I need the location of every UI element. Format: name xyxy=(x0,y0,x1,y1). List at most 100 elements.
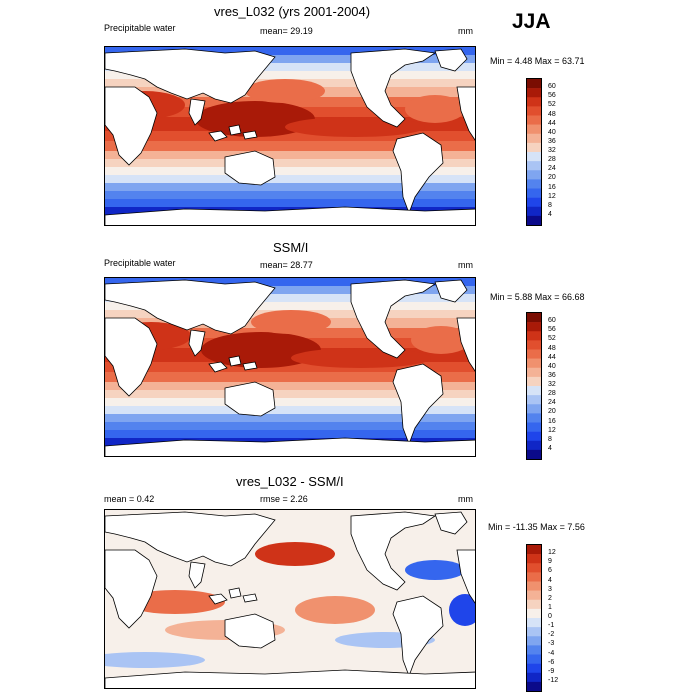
panel2-colorbar-cell xyxy=(527,404,541,414)
panel1-colorbar-tick: 44 xyxy=(548,119,556,127)
panel3-difference-patch-7 xyxy=(449,594,475,626)
panel2-colorbar-cell xyxy=(527,367,541,378)
panel1-colorbar-cell xyxy=(527,79,541,89)
panel3-map xyxy=(104,509,476,689)
panel1-colorbar-cell xyxy=(527,97,541,107)
panel1-colorbar-tick: 12 xyxy=(548,192,556,200)
panel3-africa xyxy=(105,549,158,629)
panel2-colorbar-cell xyxy=(527,340,541,350)
panel3-colorbar-cell xyxy=(527,663,541,674)
panel3-difference-patch-3 xyxy=(405,560,465,580)
panel1-africa-east xyxy=(456,86,475,141)
panel2-colorbar-cell xyxy=(527,349,541,359)
panel3-europe-asia xyxy=(105,511,276,567)
panel1-band-17 xyxy=(105,199,475,208)
panel1-band-11 xyxy=(105,151,475,160)
panel3-colorbar-cell xyxy=(527,681,541,691)
panel2-minmax-label: Min = 5.88 Max = 66.68 xyxy=(490,292,585,302)
panel1-colorbar-cell xyxy=(527,115,541,125)
panel3-colorbar-cell xyxy=(527,554,541,564)
panel3-colorbar-tick: -9 xyxy=(548,667,555,675)
panel2-band-0 xyxy=(105,278,475,287)
panel3-colorbar-tick: -3 xyxy=(548,640,555,648)
panel1-colorbar-cell xyxy=(527,188,541,198)
panel1-colorbar-tick: 40 xyxy=(548,128,556,136)
panel1-colorbar-tick: 32 xyxy=(548,147,556,154)
panel2-colorbar-tick: 16 xyxy=(548,417,556,425)
panel1-india xyxy=(188,98,206,126)
panel1-map-svg xyxy=(105,47,475,225)
panel1-colorbar-tick: 52 xyxy=(548,101,556,109)
panel1-minmax-label: Min = 4.48 Max = 63.71 xyxy=(490,56,585,66)
panel3-colorbar-cell xyxy=(527,627,541,637)
panel1-colorbar-cell xyxy=(527,106,541,116)
panel1-colorbar-cell xyxy=(527,152,541,162)
panel2-africa xyxy=(105,317,158,397)
panel1-colorbar-cell xyxy=(527,197,541,208)
panel1-band-14 xyxy=(105,175,475,184)
panel2-antarctica xyxy=(105,437,475,456)
panel1-moist-region-3 xyxy=(245,79,325,103)
panel2-mean-label: mean= 28.77 xyxy=(260,260,313,270)
panel3-colorbar-cell xyxy=(527,545,541,555)
panel2-band-11 xyxy=(105,382,475,391)
panel3-colorbar-svg xyxy=(527,545,541,691)
panel2-band-2 xyxy=(105,294,475,303)
panel1-band-13 xyxy=(105,167,475,176)
panel1-europe-asia xyxy=(105,48,276,104)
panel3-north-america xyxy=(350,511,437,591)
panel2-south-america xyxy=(392,363,444,446)
panel2-colorbar-cell xyxy=(527,422,541,432)
panel2-band-9 xyxy=(105,362,475,373)
panel2-band-12 xyxy=(105,390,475,399)
panel3-india xyxy=(188,561,206,589)
panel3-africa-east xyxy=(456,549,475,604)
panel2-colorbar-cell xyxy=(527,386,541,396)
panel2-band-3 xyxy=(105,302,475,311)
panel2-colorbar-cell xyxy=(527,431,541,442)
season-label: JJA xyxy=(512,10,551,33)
panel2-band-14 xyxy=(105,406,475,415)
panel2-colorbar-tick: 4 xyxy=(548,444,552,452)
panel1-colorbar-tick: 48 xyxy=(548,110,556,118)
panel1-colorbar-tick: 16 xyxy=(548,183,556,191)
panel2-map xyxy=(104,277,476,457)
panel1-moist-region-4 xyxy=(405,95,465,123)
panel2-colorbar-cell xyxy=(527,395,541,405)
panel3-colorbar-cell xyxy=(527,654,541,664)
panel3-colorbar-tick: -12 xyxy=(548,676,559,684)
panel2-colorbar-tick: 12 xyxy=(548,426,556,434)
panel3-mean-label: mean = 0.42 xyxy=(104,494,155,504)
panel3-colorbar-tick: 1 xyxy=(548,603,552,611)
panel1-colorbar-cell xyxy=(527,215,541,225)
panel2-band-17 xyxy=(105,430,475,439)
panel3-colorbar-cell xyxy=(527,590,541,601)
panel3-colorbar-tick: 9 xyxy=(548,558,552,566)
panel1-colorbar-cell xyxy=(527,206,541,217)
panel1-colorbar-tick: 60 xyxy=(548,83,556,91)
panel3-map-svg xyxy=(105,510,475,688)
panel3-colorbar-cell xyxy=(527,618,541,628)
panel1-colorbar-tick: 56 xyxy=(548,92,556,100)
panel1-band-0 xyxy=(105,47,475,56)
panel2-band-1 xyxy=(105,286,475,295)
panel3-colorbar-cell xyxy=(527,608,541,619)
panel2-india xyxy=(188,329,206,357)
panel3-colorbar-cell xyxy=(527,563,541,573)
panel3-colorbar-cell xyxy=(527,599,541,610)
panel3-colorbar-cell xyxy=(527,645,541,655)
panel3-colorbar-tick: -1 xyxy=(548,622,555,630)
panel3-colorbar-tick: 2 xyxy=(548,594,552,602)
panel1-south-america xyxy=(392,132,444,215)
panel1-greenland xyxy=(434,48,468,72)
panel2-map-svg xyxy=(105,278,475,456)
panel2-colorbar-cell xyxy=(527,358,541,369)
panel3-colorbar-tick: 6 xyxy=(548,567,552,575)
panel1-band-16 xyxy=(105,191,475,200)
panel3-indonesia xyxy=(208,587,258,605)
panel3-colorbar xyxy=(526,544,542,692)
panel1-continents xyxy=(105,48,475,225)
panel2-indonesia xyxy=(208,355,258,373)
panel3-south-america xyxy=(392,595,444,678)
panel2-australia xyxy=(224,381,276,417)
